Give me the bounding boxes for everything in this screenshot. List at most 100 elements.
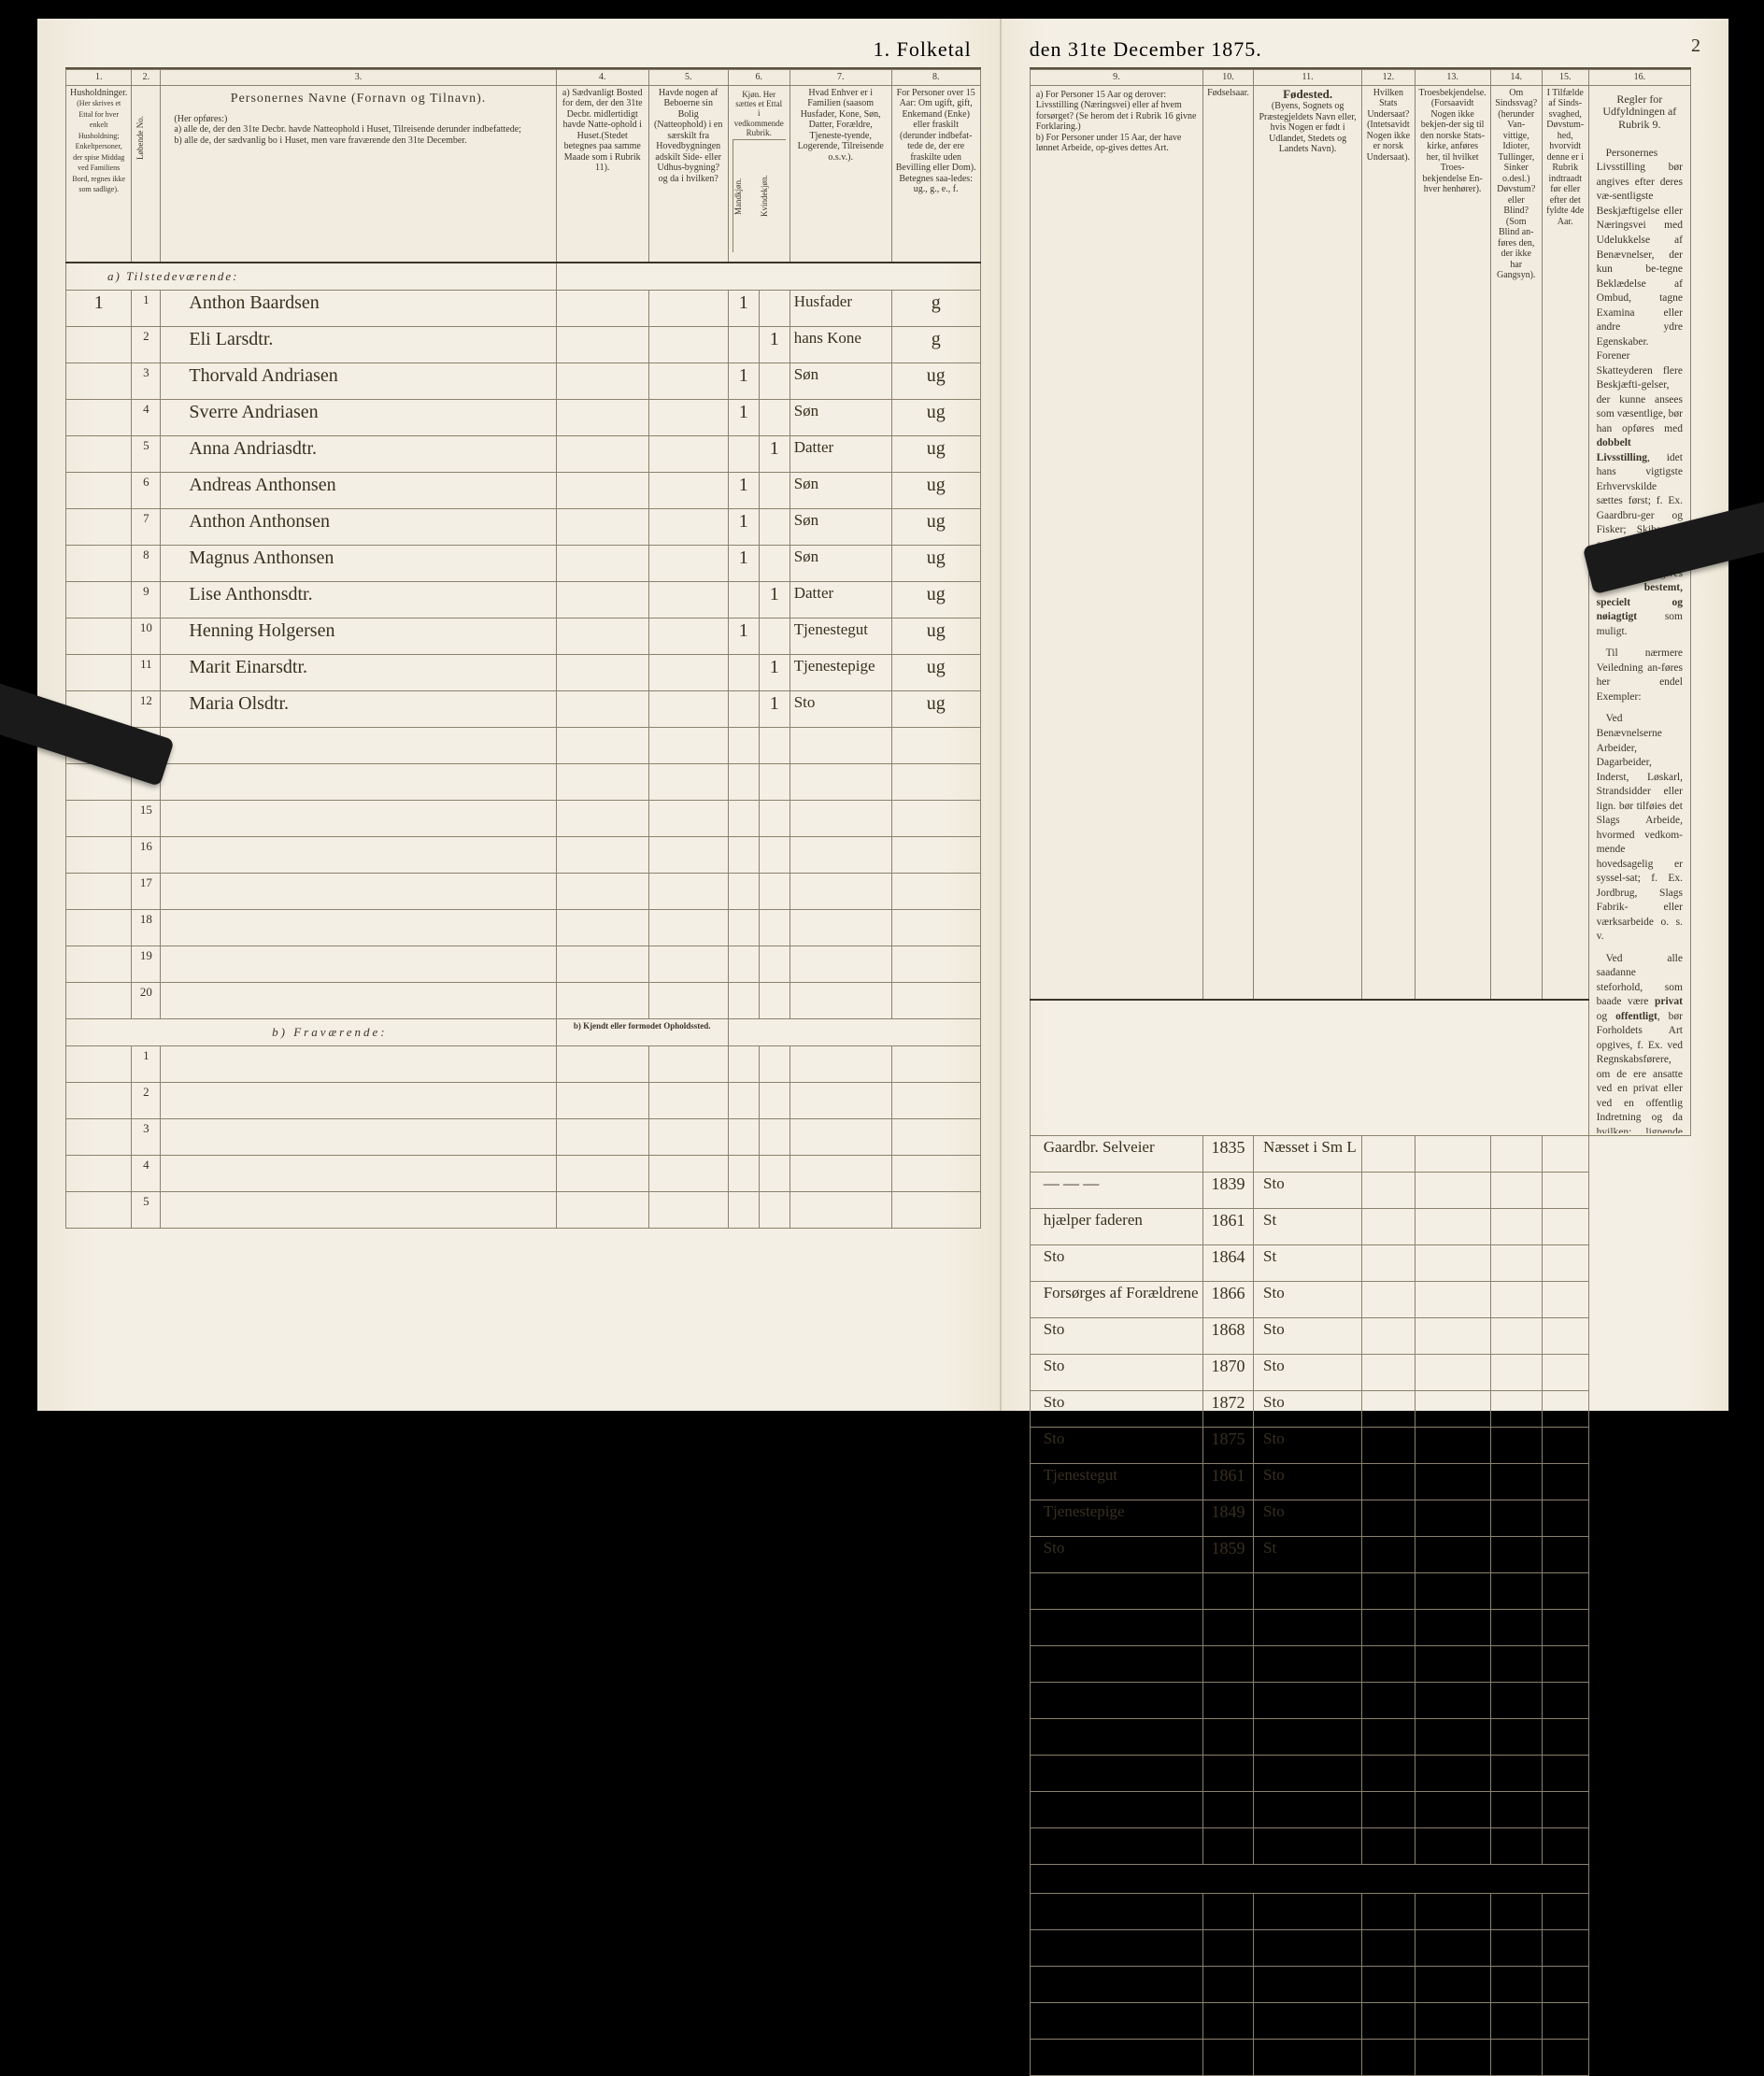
cell-female: 1 — [759, 327, 790, 363]
table-row — [1030, 1645, 1690, 1682]
cell-male: 1 — [728, 473, 759, 509]
cell-male: 1 — [728, 546, 759, 582]
table-row: 18 — [66, 910, 981, 946]
cell-male: 1 — [728, 400, 759, 436]
cell-year: 1868 — [1203, 1317, 1254, 1354]
cell-rownum: 10 — [132, 619, 161, 655]
cell-name: Marit Einarsdtr. — [161, 655, 556, 691]
cell-household — [66, 619, 132, 655]
cell-female: 1 — [759, 691, 790, 728]
table-row: Sto1859St — [1030, 1536, 1690, 1572]
cell-name: Eli Larsdtr. — [161, 327, 556, 363]
cell-family: hans Kone — [790, 327, 891, 363]
cell-year: 1835 — [1203, 1135, 1254, 1172]
left-page: 1. Folketal 1. 2. 3. 4. 5. 6. 7. 8. Hush… — [37, 19, 1002, 1411]
cell-year: 1872 — [1203, 1390, 1254, 1427]
cell-family: Husfader — [790, 291, 891, 327]
col-8-num: 8. — [891, 70, 980, 86]
table-row: hjælper faderen1861St — [1030, 1208, 1690, 1244]
table-row — [1030, 1609, 1690, 1645]
col-2-head: Løbende No. — [132, 85, 161, 263]
table-row — [1030, 2039, 1690, 2075]
table-row: 1 — [66, 1046, 981, 1083]
cell-female — [759, 546, 790, 582]
cell-female: 1 — [759, 655, 790, 691]
table-row: Sto1868Sto — [1030, 1317, 1690, 1354]
cell-year: 1866 — [1203, 1281, 1254, 1317]
cell-household — [66, 400, 132, 436]
cell-household — [66, 655, 132, 691]
cell-male — [728, 655, 759, 691]
cell-civil: ug — [891, 546, 980, 582]
table-row: 11Anthon Baardsen1Husfaderg — [66, 291, 981, 327]
cell-female — [759, 509, 790, 546]
col-4-head: a) Sædvanligt Bosted for dem, der den 31… — [556, 85, 648, 263]
col-5-num: 5. — [648, 70, 728, 86]
cell-place: Sto — [1254, 1281, 1362, 1317]
cell-occupation: Sto — [1030, 1244, 1202, 1281]
col-1-num: 1. — [66, 70, 132, 86]
col-15-num: 15. — [1542, 70, 1588, 86]
cell-female — [759, 619, 790, 655]
col-10-num: 10. — [1203, 70, 1254, 86]
table-row: 14 — [66, 764, 981, 801]
table-row: 8Magnus Anthonsen1Sønug — [66, 546, 981, 582]
cell-family: Søn — [790, 509, 891, 546]
cell-household — [66, 582, 132, 619]
cell-civil: ug — [891, 363, 980, 400]
table-row: Sto1872Sto — [1030, 1390, 1690, 1427]
cell-rownum: 7 — [132, 509, 161, 546]
table-row: Sto1864St — [1030, 1244, 1690, 1281]
table-row: 10Henning Holgersen1Tjenestegutug — [66, 619, 981, 655]
cell-year: 1870 — [1203, 1354, 1254, 1390]
cell-year: 1861 — [1203, 1208, 1254, 1244]
cell-name: Maria Olsdtr. — [161, 691, 556, 728]
cell-household — [66, 473, 132, 509]
table-row: Tjenestegut1861Sto — [1030, 1463, 1690, 1500]
table-row: 5Anna Andriasdtr.1Datterug — [66, 436, 981, 473]
table-row: 17 — [66, 874, 981, 910]
col-6-num: 6. — [728, 70, 790, 86]
cell-year: 1859 — [1203, 1536, 1254, 1572]
table-row: Gaardbr. Selveier1835Næsset i Sm L — [1030, 1135, 1690, 1172]
cell-name: Henning Holgersen — [161, 619, 556, 655]
table-row — [1030, 1791, 1690, 1827]
table-row: Sto1870Sto — [1030, 1354, 1690, 1390]
cell-year: 1875 — [1203, 1427, 1254, 1463]
table-row: 13 — [66, 728, 981, 764]
col-14-head: Om Sindssvag? (herunder Van-vittige, Idi… — [1490, 85, 1542, 1000]
table-row — [1030, 1755, 1690, 1791]
table-row: 11Marit Einarsdtr.1Tjenestepigeug — [66, 655, 981, 691]
table-row: 20 — [66, 983, 981, 1019]
census-ledger: 1. Folketal 1. 2. 3. 4. 5. 6. 7. 8. Hush… — [37, 19, 1728, 1411]
cell-rownum: 9 — [132, 582, 161, 619]
table-row: 9Lise Anthonsdtr.1Datterug — [66, 582, 981, 619]
cell-male — [728, 436, 759, 473]
cell-household — [66, 436, 132, 473]
cell-family: Sto — [790, 691, 891, 728]
col-11-num: 11. — [1254, 70, 1362, 86]
census-table-left: 1. 2. 3. 4. 5. 6. 7. 8. Husholdninger.(H… — [65, 69, 981, 1229]
cell-name: Lise Anthonsdtr. — [161, 582, 556, 619]
table-row — [1030, 1827, 1690, 1864]
cell-place: Sto — [1254, 1500, 1362, 1536]
table-row: 7Anthon Anthonsen1Sønug — [66, 509, 981, 546]
cell-civil: ug — [891, 619, 980, 655]
table-row: Forsørges af Forældrene1866Sto — [1030, 1281, 1690, 1317]
table-row: Tjenestepige1849Sto — [1030, 1500, 1690, 1536]
right-page: 2 den 31te December 1875. 9. 10. 11. 12.… — [1002, 19, 1728, 1411]
table-row: 5 — [66, 1192, 981, 1229]
col-3-num: 3. — [161, 70, 556, 86]
table-row — [1030, 2002, 1690, 2039]
cell-household — [66, 546, 132, 582]
cell-occupation: Sto — [1030, 1427, 1202, 1463]
cell-place: Næsset i Sm L — [1254, 1135, 1362, 1172]
cell-occupation: hjælper faderen — [1030, 1208, 1202, 1244]
cell-civil: ug — [891, 436, 980, 473]
table-row — [1030, 1929, 1690, 1966]
col-5-head: Havde nogen af Beboerne sin Bolig (Natte… — [648, 85, 728, 263]
cell-name: Andreas Anthonsen — [161, 473, 556, 509]
cell-female: 1 — [759, 582, 790, 619]
cell-family: Tjenestegut — [790, 619, 891, 655]
col-16-instructions: Regler for Udfyldningen af Rubrik 9. Per… — [1588, 85, 1690, 1135]
